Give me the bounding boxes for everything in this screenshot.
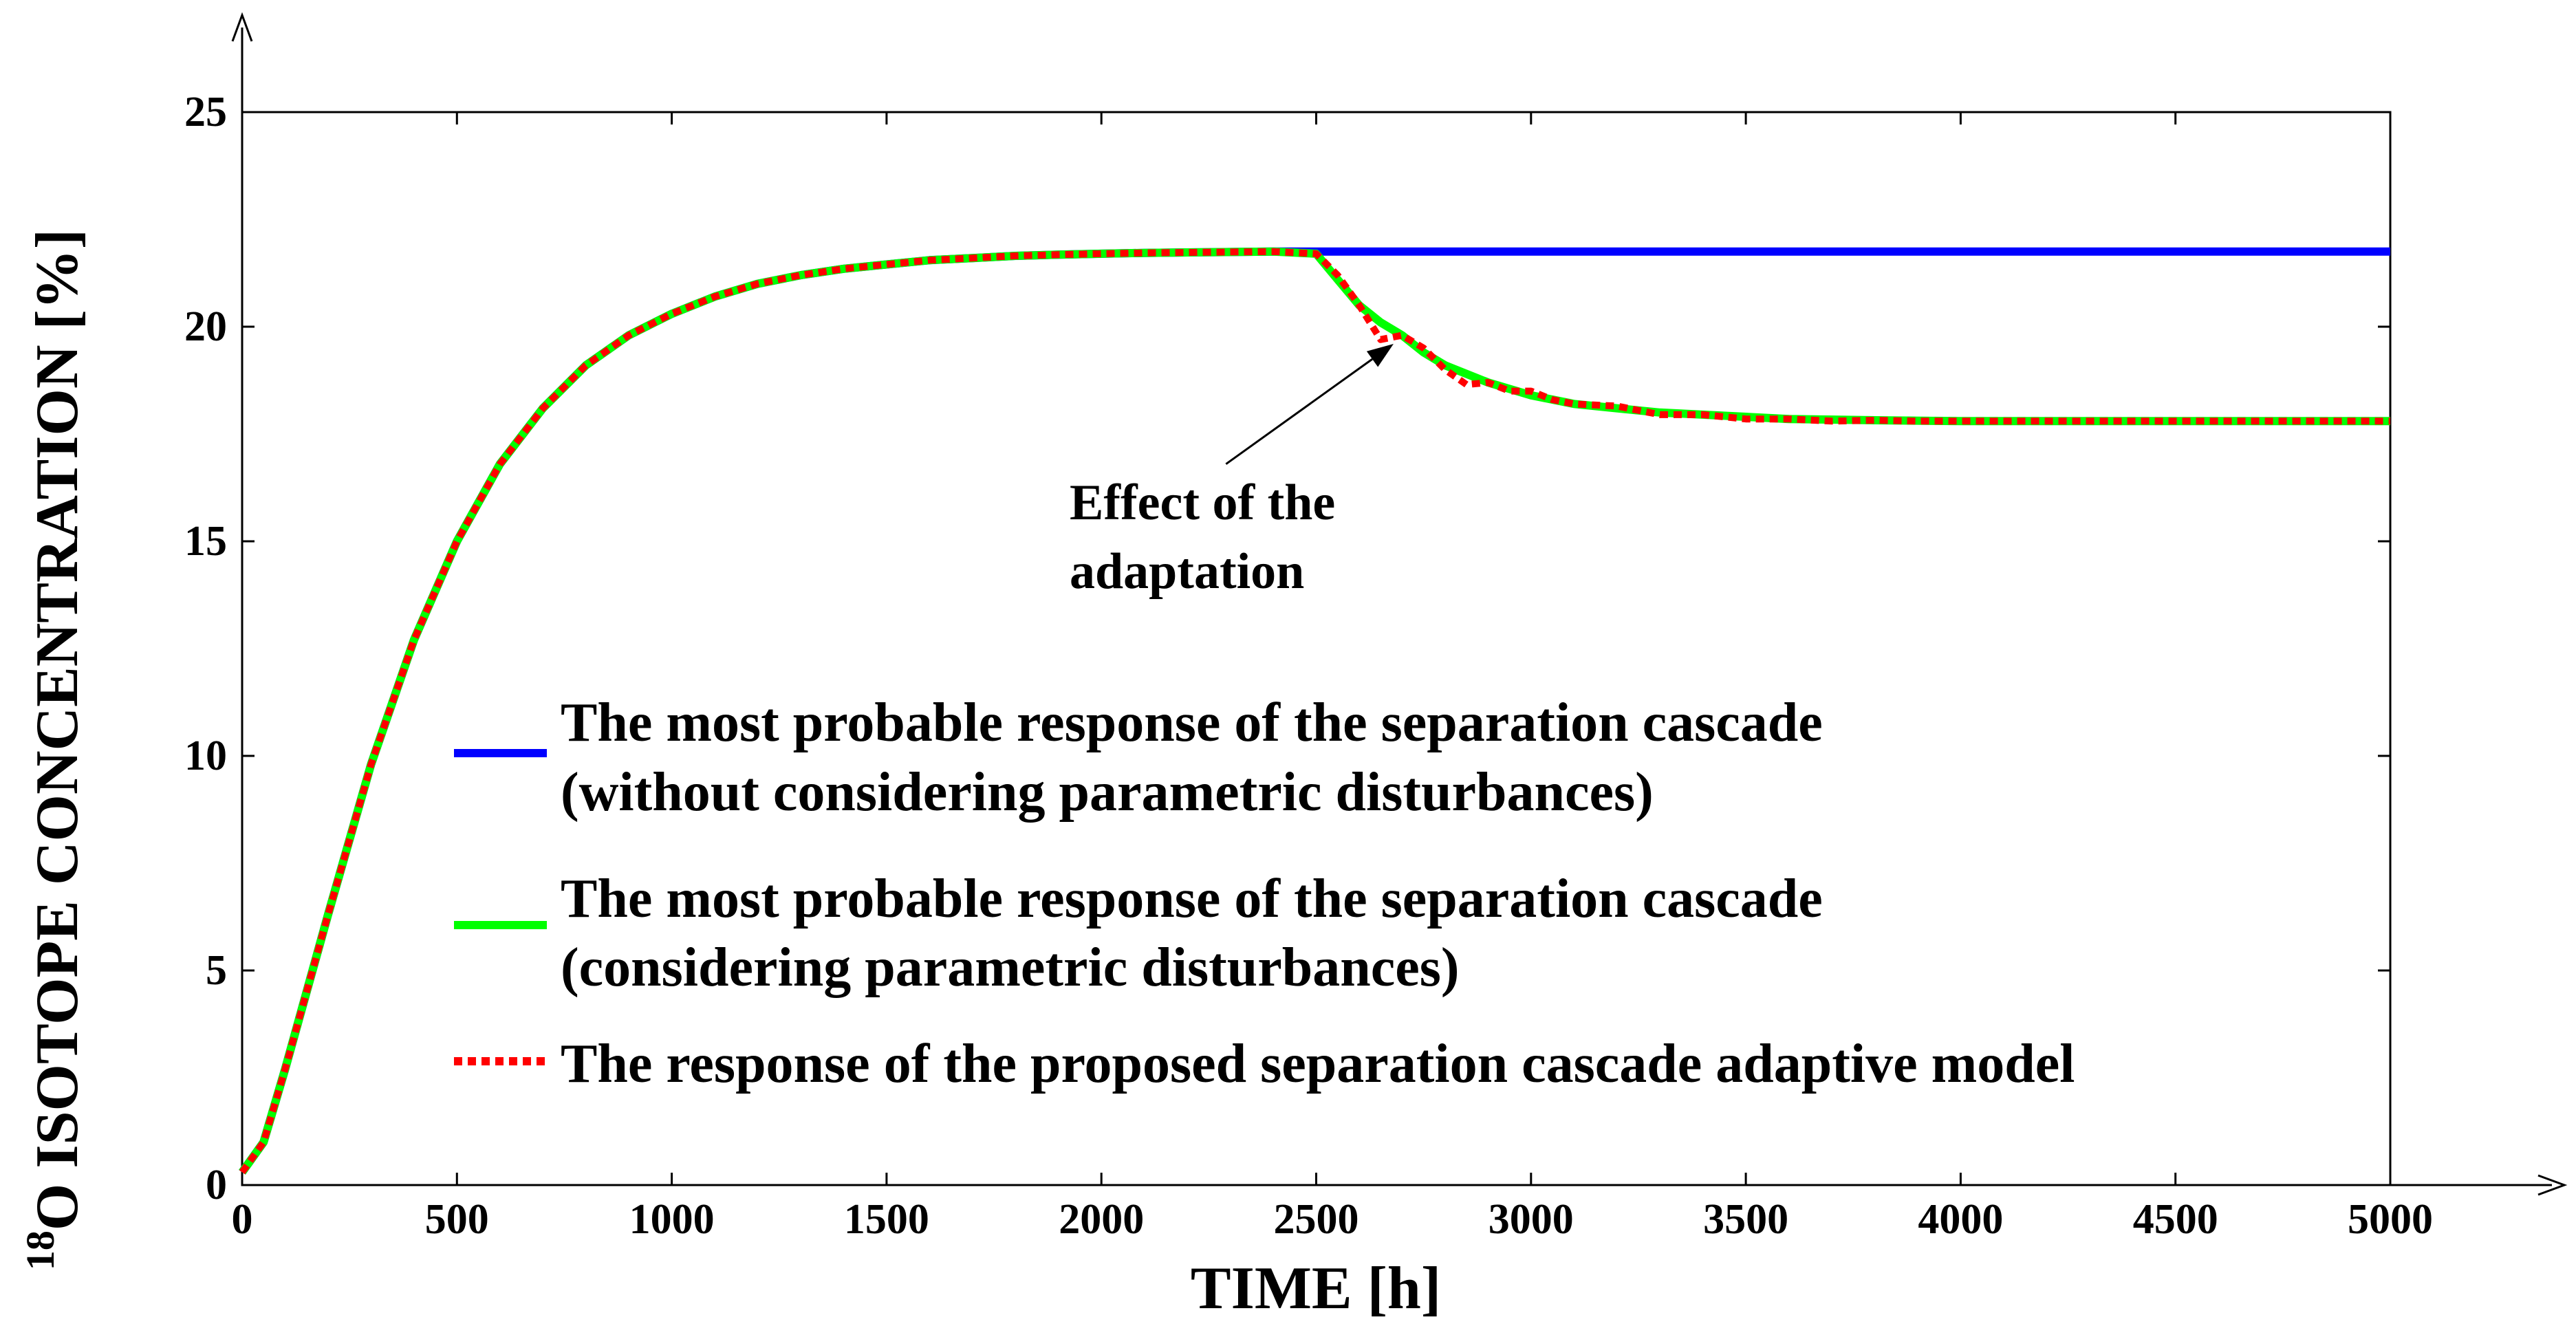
series-line-red-dotted — [239, 248, 2390, 1175]
x-axis-arrowhead — [2537, 1174, 2568, 1196]
legend-label-1b: (without considering parametric disturba… — [561, 762, 1654, 823]
ticks-layer: 0 500 1000 1500 2000 2500 3000 3500 4000 4500 5000… — [184, 89, 2433, 1243]
x-tick-label: 3500 — [1703, 1196, 1788, 1243]
y-tick-label: 10 — [184, 732, 227, 779]
annotation-arrow — [1225, 358, 1373, 465]
legend-label-2b: (considering parametric disturbances) — [561, 937, 1460, 998]
y-tick-label: 0 — [206, 1162, 227, 1208]
x-tick-label: 4000 — [1918, 1196, 2003, 1243]
x-tick-label: 1000 — [629, 1196, 715, 1243]
x-axis-title: TIME [h] — [1191, 1255, 1441, 1322]
legend: The most probable response of the separa… — [454, 693, 2075, 1094]
x-tick-label: 500 — [425, 1196, 489, 1243]
x-tick-label: 4500 — [2133, 1196, 2218, 1243]
x-tick-label: 2500 — [1274, 1196, 1359, 1243]
series-line-green — [239, 247, 2390, 1175]
y-axis-title: 18O ISOTOPE CONCENTRATION [%] — [18, 229, 91, 1270]
x-tick-label: 3000 — [1489, 1196, 1574, 1243]
annotation-arrowhead — [1366, 343, 1394, 367]
legend-label-3: The response of the proposed separation … — [561, 1034, 2075, 1094]
y-tick-label: 25 — [184, 89, 227, 135]
y-axis-arrowhead — [231, 12, 253, 42]
y-axis-title-main: O ISOTOPE CONCENTRATION [%] — [24, 229, 91, 1230]
y-tick-label: 20 — [184, 303, 227, 350]
y-axis-title-text: 18O ISOTOPE CONCENTRATION [%] — [18, 229, 91, 1270]
annotation-line-1: Effect of the — [1070, 475, 1335, 531]
x-tick-label: 5000 — [2348, 1196, 2433, 1243]
annotation: Effect of the adaptation — [1070, 343, 1394, 600]
legend-label-1a: The most probable response of the separa… — [561, 693, 1823, 753]
series-layer — [239, 247, 2390, 1175]
y-tick-label: 5 — [206, 947, 227, 994]
annotation-line-2: adaptation — [1070, 543, 1304, 600]
x-tick-label: 0 — [232, 1196, 253, 1243]
y-axis-title-superscript: 18 — [18, 1230, 63, 1270]
legend-label-2a: The most probable response of the separa… — [561, 869, 1823, 929]
y-tick-label: 15 — [184, 518, 227, 565]
x-tick-label: 2000 — [1059, 1196, 1144, 1243]
x-tick-label: 1500 — [844, 1196, 929, 1243]
